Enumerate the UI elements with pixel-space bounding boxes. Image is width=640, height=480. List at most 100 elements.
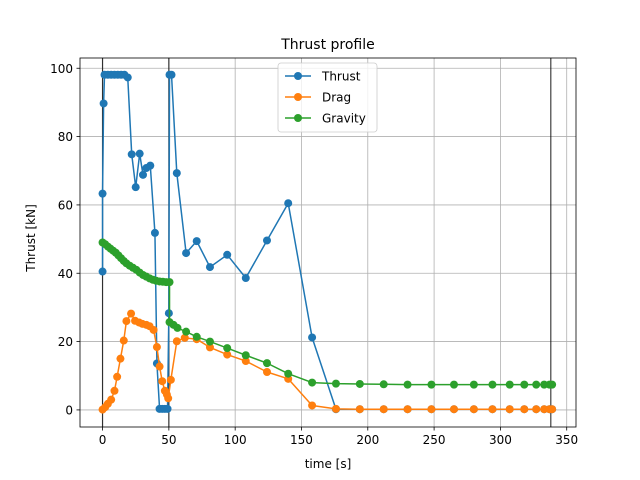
data-point bbox=[192, 237, 201, 246]
data-point bbox=[164, 394, 173, 403]
data-point bbox=[532, 380, 541, 389]
data-point bbox=[138, 170, 147, 179]
x-tick-label: 250 bbox=[423, 433, 446, 447]
data-point bbox=[505, 405, 514, 414]
x-tick-label: 0 bbox=[99, 433, 107, 447]
data-point bbox=[152, 343, 161, 352]
data-point bbox=[520, 405, 529, 414]
data-point bbox=[488, 380, 497, 389]
legend-label: Gravity bbox=[322, 112, 366, 126]
data-point bbox=[205, 263, 214, 272]
data-point bbox=[135, 149, 144, 158]
data-point bbox=[182, 327, 191, 336]
data-point bbox=[155, 362, 164, 371]
data-point bbox=[119, 336, 128, 345]
y-tick-label: 80 bbox=[58, 130, 73, 144]
legend-marker bbox=[294, 114, 302, 122]
data-point bbox=[262, 367, 271, 376]
data-point bbox=[182, 249, 191, 258]
data-point bbox=[469, 405, 478, 414]
legend-marker bbox=[294, 72, 302, 80]
legend: Thrust Drag Gravity bbox=[277, 62, 378, 133]
series-line bbox=[102, 312, 553, 411]
data-point bbox=[127, 150, 136, 159]
data-point bbox=[149, 325, 158, 334]
data-point bbox=[98, 267, 107, 276]
data-point bbox=[241, 274, 250, 283]
x-tick-label: 200 bbox=[356, 433, 379, 447]
data-point bbox=[241, 351, 250, 360]
data-point bbox=[192, 332, 201, 341]
y-tick-label: 20 bbox=[58, 335, 73, 349]
data-point bbox=[379, 405, 388, 414]
data-point bbox=[158, 377, 167, 386]
data-point bbox=[173, 323, 182, 332]
x-tick-label: 150 bbox=[290, 433, 313, 447]
legend-box bbox=[277, 62, 378, 133]
legend-label: Thrust bbox=[321, 70, 361, 84]
data-point bbox=[167, 70, 176, 79]
data-point bbox=[172, 337, 181, 346]
data-point bbox=[532, 405, 541, 414]
data-point bbox=[166, 375, 175, 384]
data-point bbox=[131, 183, 140, 192]
data-point bbox=[123, 73, 132, 82]
data-point bbox=[469, 380, 478, 389]
chart-title: Thrust profile bbox=[280, 37, 375, 53]
data-point bbox=[284, 199, 293, 208]
data-point bbox=[146, 161, 155, 170]
y-tick-label: 40 bbox=[58, 267, 73, 281]
data-point bbox=[98, 189, 107, 198]
data-point bbox=[488, 405, 497, 414]
data-point bbox=[403, 405, 412, 414]
data-point bbox=[180, 333, 189, 342]
data-point bbox=[262, 359, 271, 368]
data-point bbox=[308, 378, 317, 387]
data-point bbox=[505, 380, 514, 389]
data-point bbox=[116, 354, 125, 363]
data-point bbox=[520, 380, 529, 389]
y-tick-label: 0 bbox=[65, 403, 73, 417]
x-tick-label: 50 bbox=[161, 433, 176, 447]
y-axis-label: Thrust [kN] bbox=[24, 204, 38, 273]
data-point bbox=[163, 404, 172, 413]
legend-label: Drag bbox=[322, 91, 351, 105]
x-axis-label: time [s] bbox=[305, 457, 352, 471]
data-point bbox=[172, 169, 181, 178]
data-point bbox=[113, 372, 122, 381]
plot-area: 0 50 100 150 200 250 300 350 0 20 40 60 80 100 Thrust D… bbox=[50, 57, 578, 447]
data-point bbox=[548, 405, 557, 414]
data-point bbox=[331, 404, 340, 413]
data-point bbox=[165, 278, 174, 287]
x-tick-label: 350 bbox=[555, 433, 578, 447]
x-tick-label: 100 bbox=[224, 433, 247, 447]
data-point bbox=[548, 380, 557, 389]
series-gravity bbox=[98, 238, 557, 389]
x-tick-label: 300 bbox=[489, 433, 512, 447]
data-point bbox=[427, 405, 436, 414]
data-point bbox=[355, 405, 364, 414]
data-point bbox=[127, 309, 136, 318]
data-point bbox=[223, 344, 232, 353]
data-point bbox=[284, 369, 293, 378]
data-point bbox=[99, 99, 108, 108]
data-point bbox=[223, 250, 232, 259]
data-point bbox=[122, 317, 131, 326]
data-point bbox=[449, 380, 458, 389]
data-point bbox=[379, 380, 388, 389]
data-point bbox=[110, 386, 119, 395]
data-point bbox=[308, 401, 317, 410]
data-point bbox=[449, 405, 458, 414]
legend-marker bbox=[294, 93, 302, 101]
data-point bbox=[308, 333, 317, 342]
data-point bbox=[331, 379, 340, 388]
axes-frame bbox=[79, 57, 577, 428]
data-point bbox=[403, 380, 412, 389]
data-point bbox=[427, 380, 436, 389]
y-tick-label: 60 bbox=[58, 198, 73, 212]
y-tick-label: 100 bbox=[50, 62, 73, 76]
series-drag bbox=[98, 309, 557, 414]
data-point bbox=[205, 337, 214, 346]
data-point bbox=[150, 228, 159, 237]
